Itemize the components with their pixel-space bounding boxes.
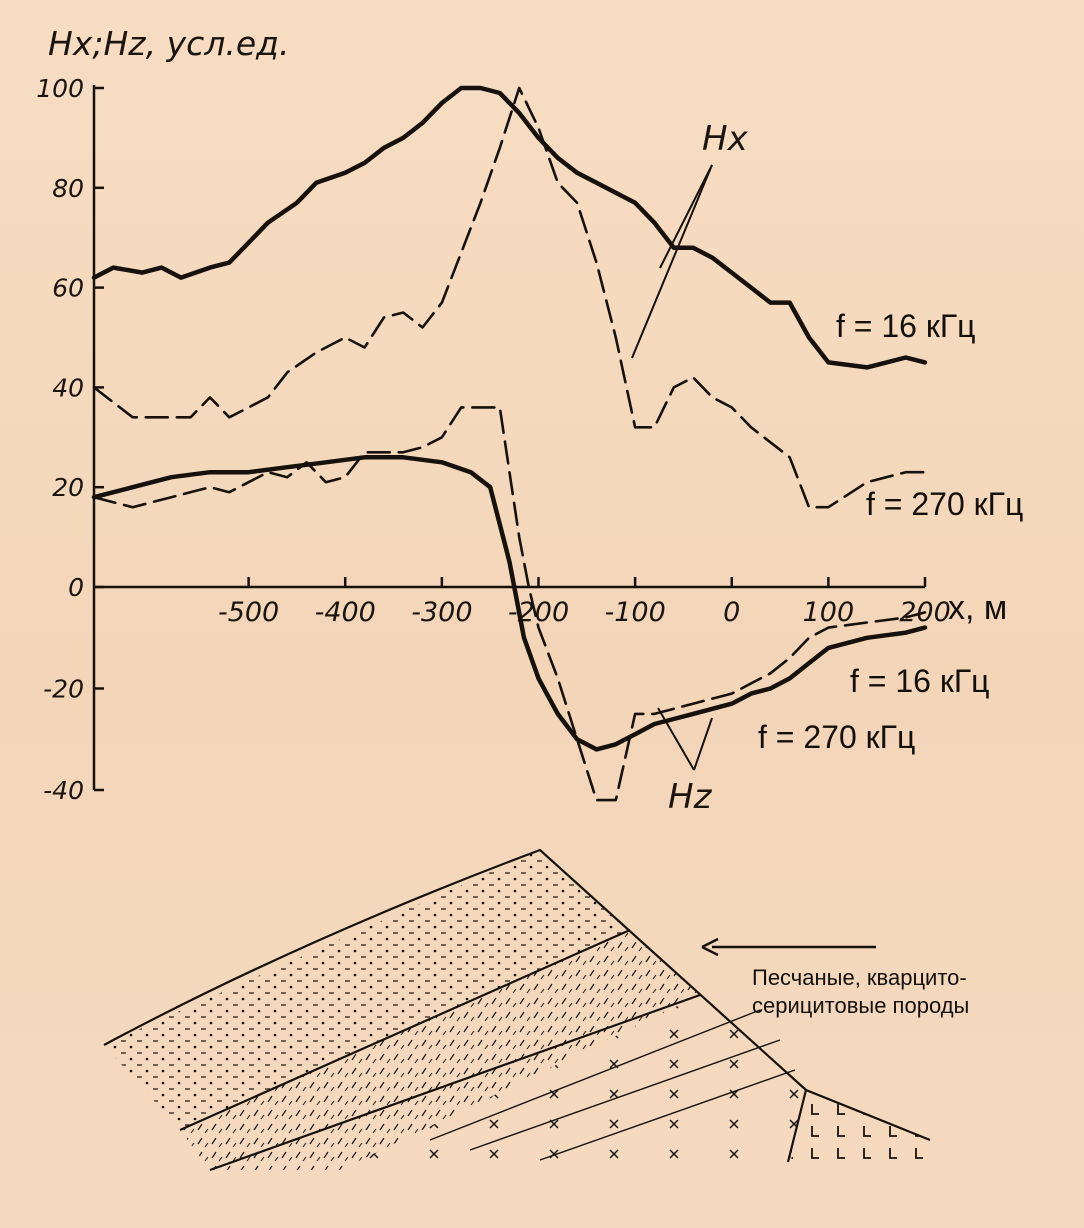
y-tick-label: -20 <box>43 675 84 704</box>
x-tick-label: -300 <box>411 597 472 628</box>
x-tick-label: 0 <box>723 597 740 628</box>
x-axis-title: x, м <box>948 589 1007 627</box>
annotation-hx: Hx <box>702 119 749 159</box>
y-tick-label: 0 <box>68 573 84 602</box>
ticks: -500 -400 -300 -200 -100 0 100 200100806040200-… <box>36 74 950 805</box>
x-tick-label: -400 <box>315 597 376 628</box>
annotation-hz: Hz <box>668 777 713 817</box>
arrow-head <box>701 937 719 957</box>
x-tick-label: -100 <box>604 597 665 628</box>
geology-label-line2: серицитовые породы <box>752 993 969 1018</box>
series-group <box>91 85 928 802</box>
geological-section: Песчаные, кварцито- серицитовые породы <box>103 848 969 1172</box>
x-tick-label: 100 <box>803 597 855 628</box>
y-tick-label: 100 <box>36 74 84 103</box>
axes <box>92 85 925 790</box>
series-hz-270khz <box>92 406 927 802</box>
annotation-hx-270khz: f = 270 кГц <box>866 486 1023 522</box>
series-hx-16khz <box>91 85 928 370</box>
geology-label-line1: Песчаные, кварцито- <box>752 965 967 990</box>
x-tick-label: -500 <box>218 597 279 628</box>
layer-quartzite-sericite <box>180 930 700 1170</box>
y-tick-label: 80 <box>52 174 84 203</box>
layer-sandstone <box>104 850 630 1130</box>
y-tick-label: 20 <box>52 473 84 502</box>
y-axis-title: Hx;Hz, усл.ед. <box>48 24 289 63</box>
layer-igneous <box>790 1090 930 1165</box>
annotation-hz-16khz: f = 16 кГц <box>850 663 990 699</box>
series-hz-16khz <box>91 455 928 752</box>
y-tick-label: -40 <box>43 776 84 805</box>
leader-lines <box>631 164 713 771</box>
y-tick-label: 60 <box>52 274 84 303</box>
annotation-hx-16khz: f = 16 кГц <box>836 308 976 344</box>
annotation-hz-270khz: f = 270 кГц <box>758 719 915 755</box>
series-hx-270khz <box>92 86 927 509</box>
layer-crossed <box>340 995 806 1170</box>
y-tick-label: 40 <box>52 373 84 402</box>
